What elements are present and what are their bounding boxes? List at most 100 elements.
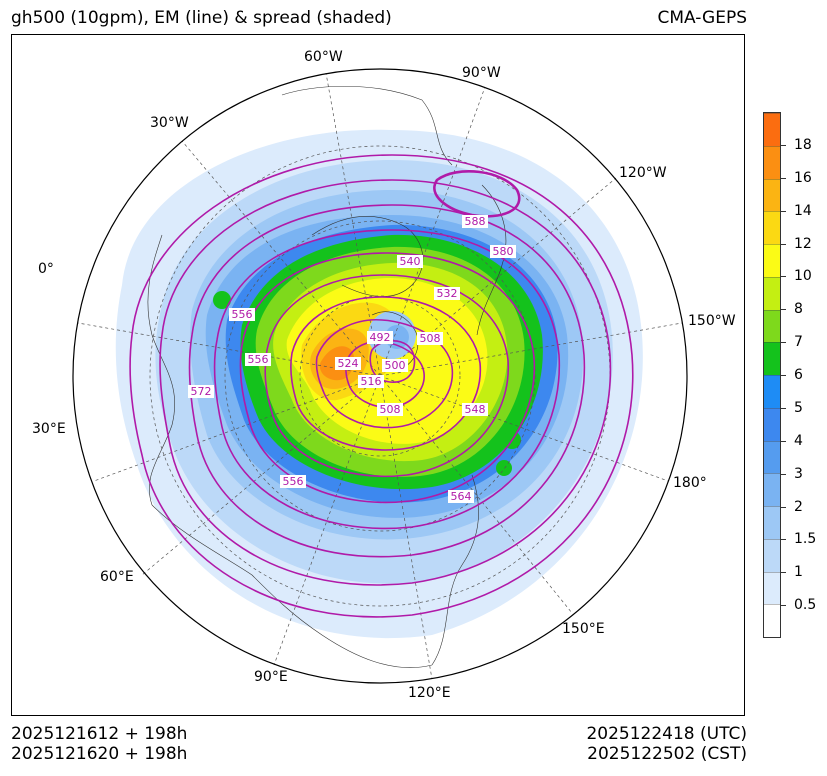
colorbar-tick — [781, 144, 786, 146]
contour-label-516: 516 — [358, 375, 384, 388]
colorbar-tick — [781, 309, 786, 311]
colorbar-level-label: 3 — [794, 465, 803, 482]
colorbar-level-label: 18 — [794, 136, 812, 153]
lon-label-30w: 30°W — [150, 115, 189, 131]
svg-text:508: 508 — [380, 403, 401, 416]
contour-label-524: 524 — [335, 357, 361, 370]
colorbar-segment — [764, 407, 780, 441]
lon-label-0: 0° — [38, 261, 54, 277]
colorbar-level-label: 0.5 — [794, 597, 817, 614]
init-utc: 2025121612 + 198h — [11, 724, 188, 744]
colorbar-segment — [764, 473, 780, 506]
colorbar-level-label: 14 — [794, 202, 812, 219]
lon-label-150e: 150°E — [562, 621, 605, 637]
colorbar-segment — [764, 538, 780, 572]
contour-label-564: 564 — [448, 490, 474, 503]
lon-label-120w: 120°W — [619, 165, 667, 181]
colorbar-tick — [781, 177, 786, 179]
lon-label-30e: 30°E — [32, 421, 66, 437]
colorbar-segment — [764, 244, 780, 277]
colorbar-segment — [764, 145, 780, 179]
colorbar-segment — [764, 342, 780, 375]
colorbar-level-label: 7 — [794, 334, 803, 351]
contour-label-492: 492 — [367, 331, 393, 344]
colorbar-level-label: 1 — [794, 564, 803, 581]
colorbar-tick — [781, 243, 786, 245]
colorbar-tick — [781, 440, 786, 442]
colorbar-segment — [764, 276, 780, 310]
svg-text:524: 524 — [338, 357, 359, 370]
contour-label-588: 588 — [462, 215, 488, 228]
colorbar-tick — [781, 473, 786, 475]
init-cst: 2025121620 + 198h — [11, 744, 188, 764]
contour-label-540: 540 — [397, 255, 423, 268]
contour-label-556b: 556 — [245, 353, 271, 366]
colorbar-segment — [764, 440, 780, 474]
contour-label-556c: 556 — [280, 475, 306, 488]
valid-time-block: 2025122418 (UTC) 2025122502 (CST) — [586, 724, 747, 764]
svg-text:540: 540 — [400, 255, 421, 268]
lon-label-120e: 120°E — [408, 685, 451, 701]
contour-label-548: 548 — [462, 403, 488, 416]
colorbar-tick — [781, 210, 786, 212]
valid-utc: 2025122418 (UTC) — [586, 724, 747, 744]
svg-text:556: 556 — [232, 308, 253, 321]
lon-label-150w: 150°W — [688, 313, 736, 329]
colorbar-segment — [764, 113, 780, 146]
svg-text:572: 572 — [191, 385, 212, 398]
lon-label-90w: 90°W — [462, 65, 501, 81]
svg-text:532: 532 — [437, 287, 458, 300]
mean-contours — [129, 154, 634, 618]
colorbar-tick — [781, 605, 786, 607]
colorbar-segment — [764, 375, 780, 408]
colorbar-segment — [764, 309, 780, 343]
colorbar — [763, 112, 781, 638]
valid-cst: 2025122502 (CST) — [587, 744, 747, 764]
colorbar-level-label: 10 — [794, 268, 812, 285]
colorbar-level-label: 4 — [794, 432, 803, 449]
polar-map: 588 580 540 532 556 556 492 508 500 524 … — [72, 68, 688, 684]
colorbar-tick — [781, 506, 786, 508]
contour-label-556a: 556 — [229, 308, 255, 321]
contour-label-508b: 508 — [377, 403, 403, 416]
model-name: CMA-GEPS — [657, 8, 747, 28]
svg-text:588: 588 — [465, 215, 486, 228]
colorbar-segment — [764, 571, 780, 605]
colorbar-level-label: 1.5 — [794, 531, 817, 548]
svg-text:556: 556 — [283, 475, 304, 488]
svg-text:556: 556 — [248, 353, 269, 366]
lon-label-60e: 60°E — [100, 569, 134, 585]
colorbar-tick — [781, 342, 786, 344]
svg-text:548: 548 — [465, 403, 486, 416]
colorbar-tick — [781, 572, 786, 574]
contour-label-508a: 508 — [417, 332, 443, 345]
lon-label-90e: 90°E — [254, 669, 288, 685]
svg-text:508: 508 — [420, 332, 441, 345]
colorbar-level-label: 2 — [794, 498, 803, 515]
lon-label-180: 180° — [673, 475, 707, 491]
colorbar-level-label: 12 — [794, 235, 812, 252]
contour-label-532: 532 — [434, 287, 460, 300]
map-frame: 588 580 540 532 556 556 492 508 500 524 … — [11, 34, 745, 716]
colorbar-level-label: 6 — [794, 367, 803, 383]
map-boundary — [72, 68, 688, 684]
colorbar-segment — [764, 604, 780, 637]
contour-label-572: 572 — [188, 385, 214, 398]
lon-label-60w: 60°W — [304, 49, 343, 65]
colorbar-tick — [781, 539, 786, 541]
colorbar-segment — [764, 211, 780, 244]
colorbar-tick — [781, 375, 786, 376]
chart-title: gh500 (10gpm), EM (line) & spread (shade… — [11, 8, 392, 28]
svg-text:516: 516 — [361, 375, 382, 388]
colorbar-level-label: 8 — [794, 301, 803, 318]
svg-text:492: 492 — [370, 331, 391, 344]
svg-text:564: 564 — [451, 490, 472, 503]
colorbar-tick — [781, 407, 786, 409]
contour-label-500: 500 — [382, 359, 408, 372]
contour-label-580: 580 — [490, 245, 516, 258]
contour-labels: 588 580 540 532 556 556 492 508 500 524 … — [188, 215, 516, 503]
colorbar-segment — [764, 506, 780, 539]
colorbar-segment — [764, 178, 780, 212]
svg-text:500: 500 — [385, 359, 406, 372]
colorbar-level-label: 5 — [794, 399, 803, 416]
